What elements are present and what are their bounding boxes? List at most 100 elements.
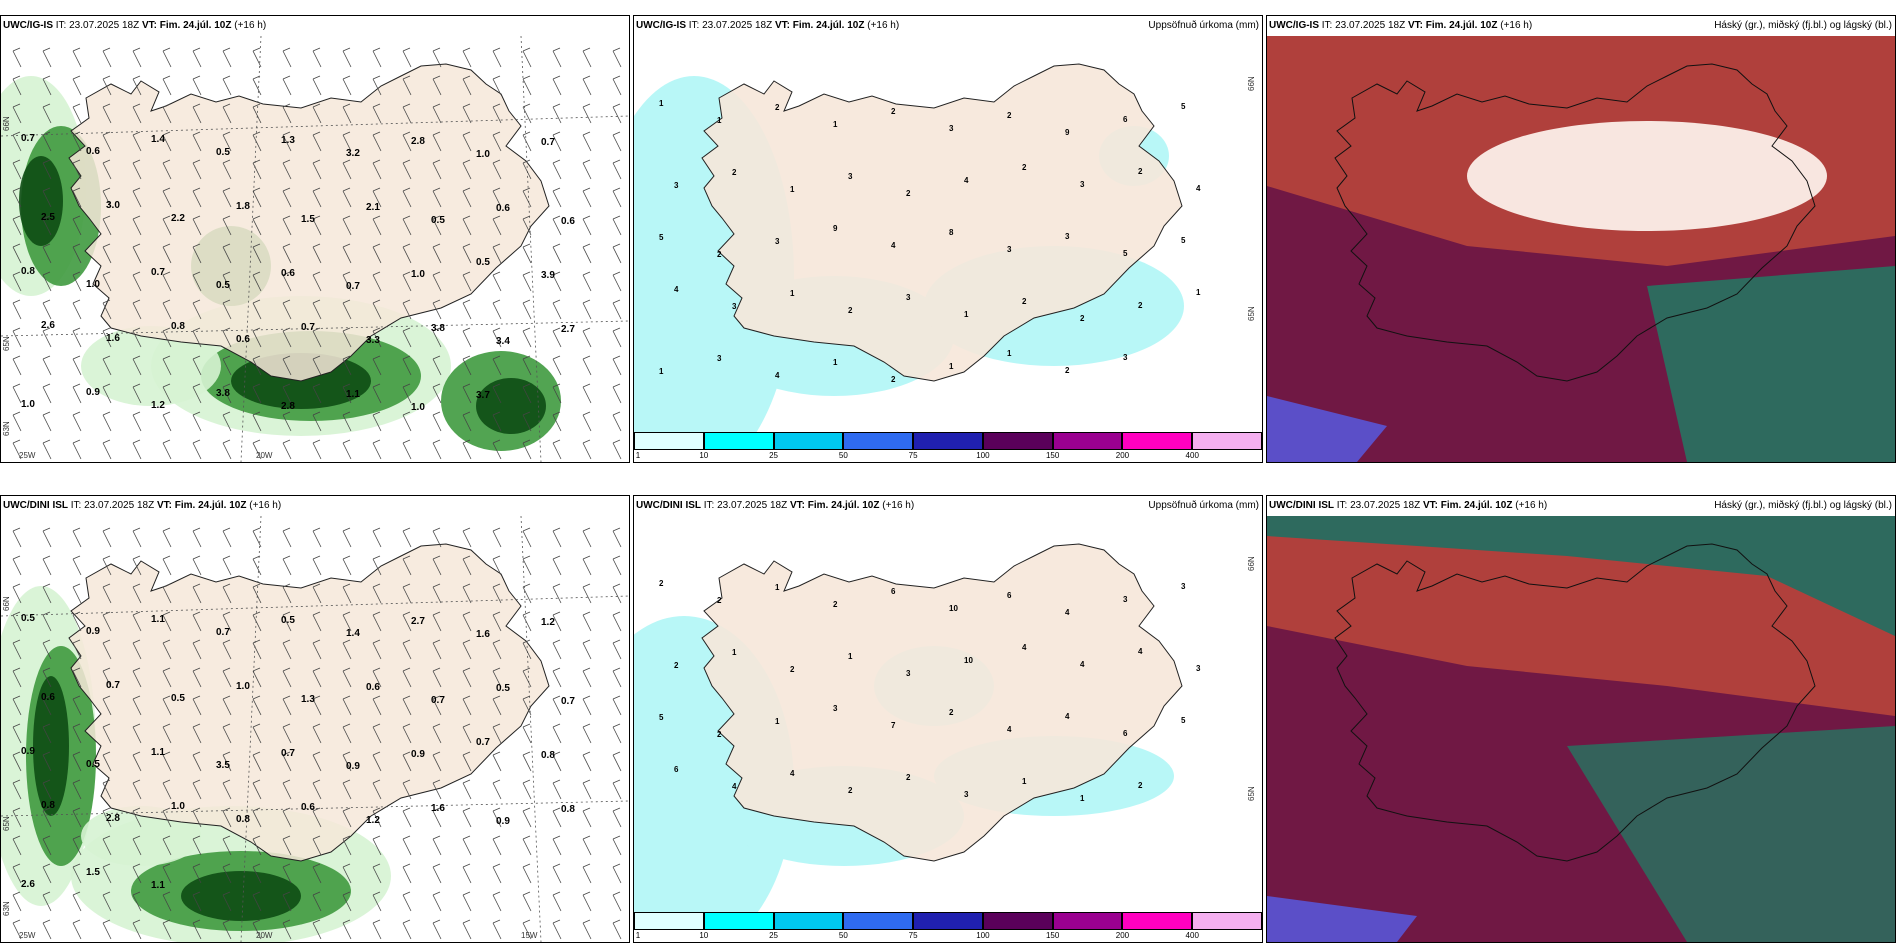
wind-barb: [522, 639, 532, 660]
wind-barb: [162, 611, 172, 632]
wind-barb: [372, 779, 382, 800]
wind-barb: [312, 807, 322, 828]
wind-barb: [252, 327, 262, 348]
value-label: 3: [1007, 245, 1012, 254]
low-cloud: [1267, 516, 1895, 636]
lat-label: 66N: [2, 596, 11, 611]
wind-barb: [162, 639, 172, 660]
colorbar-tick: 75: [908, 451, 918, 460]
colorbar-tick: 10: [699, 931, 709, 940]
value-label: 2: [717, 596, 722, 605]
wind-barb: [102, 835, 112, 856]
wind-barb: [312, 75, 322, 96]
value-label: 7: [891, 721, 896, 730]
colorbar-swatch: [1192, 432, 1262, 450]
wind-barb: [162, 299, 172, 320]
wind-barb: [252, 383, 262, 404]
wind-barb: [552, 75, 562, 96]
iceland-coastline: [1334, 543, 1816, 862]
wind-barb: [282, 215, 292, 236]
wind-barb: [42, 751, 52, 772]
wind-barb: [432, 863, 442, 884]
wind-barb: [582, 835, 592, 856]
wind-barb: [432, 439, 442, 460]
wind-barb: [192, 807, 202, 828]
wind-barb: [12, 299, 22, 320]
value-label: 3.0: [106, 200, 120, 211]
value-label: 0.9: [496, 816, 510, 827]
value-label: 0.6: [366, 682, 380, 693]
wind-barb: [342, 47, 352, 68]
wind-barb: [252, 243, 262, 264]
wind-barb: [42, 639, 52, 660]
map-canvas: 0.7 0.6 1.4 0.5 1.3 3.2 2.8 1.0 0.7 2.5 3.0 2.2 1.8 1…: [1, 36, 629, 462]
wind-barb: [342, 891, 352, 912]
wind-barb: [522, 355, 532, 376]
value-label: 5: [659, 713, 664, 722]
wind-barb: [612, 751, 622, 772]
wind-barb: [402, 243, 412, 264]
wind-barb: [12, 639, 22, 660]
wind-barb: [522, 723, 532, 744]
wind-barb: [192, 891, 202, 912]
value-label: 3.7: [476, 390, 490, 401]
value-label: 1: [1007, 349, 1012, 358]
wind-barb: [492, 555, 502, 576]
panel-header: UWC/DINI ISL IT: 23.07.2025 18Z VT: Fim.…: [1, 496, 629, 516]
value-label: 1: [1080, 794, 1085, 803]
value-label: 1.6: [431, 803, 445, 814]
wind-barb: [72, 131, 82, 152]
mid-cloud-blue: [1267, 896, 1417, 942]
wind-barb: [72, 187, 82, 208]
panel-header: UWC/IG-IS IT: 23.07.2025 18Z VT: Fim. 24…: [634, 16, 1262, 36]
value-label: 0.8: [561, 804, 575, 815]
precip-colorbar: 1 10 25 50 75 100 150 200 400: [634, 912, 1262, 942]
valid-time: Fim. 24.júl. 10Z: [159, 20, 232, 31]
value-label: 0.9: [86, 626, 100, 637]
wind-barb: [492, 751, 502, 772]
wind-barb: [582, 411, 592, 432]
wind-barb: [42, 383, 52, 404]
map-canvas: [1267, 36, 1895, 462]
wind-barb: [492, 919, 502, 940]
wind-barb: [522, 779, 532, 800]
value-label: 0.7: [21, 133, 35, 144]
wind-barb: [252, 103, 262, 124]
wind-barb: [402, 779, 412, 800]
value-label: 1: [732, 648, 737, 657]
cloud-panel-row2: UWC/DINI ISL IT: 23.07.2025 18Z VT: Fim.…: [1266, 495, 1896, 943]
wind-barb: [552, 527, 562, 548]
value-label: 0.6: [86, 146, 100, 157]
graticule-line: [520, 36, 542, 462]
wind-barb: [162, 807, 172, 828]
lead-time: (+16 h): [1500, 20, 1533, 31]
wind-barb: [222, 383, 232, 404]
wind-barb: [282, 439, 292, 460]
value-label: 4: [1080, 660, 1085, 669]
wind-barb: [402, 695, 412, 716]
value-label: 1.0: [236, 681, 250, 692]
wind-barb: [132, 355, 142, 376]
colorbar-swatch: [1192, 912, 1262, 930]
wind-barb: [162, 439, 172, 460]
precip-map: 2 2 1 2 6 10 6 4 3 3 2 1 2 1 3 10 4 4 4 3 5 2 1 3 7 2 4 4 6 5 6 4 4 2 2 3 1 1…: [634, 516, 1262, 912]
wind-barb: [282, 667, 292, 688]
wind-barb: [252, 891, 262, 912]
wind-barb: [462, 243, 472, 264]
colorbar-tick: 150: [1045, 451, 1060, 460]
wind-barb: [552, 383, 562, 404]
wind-barb: [252, 779, 262, 800]
wind-barb: [522, 555, 532, 576]
wind-barb: [432, 75, 442, 96]
wind-barb: [492, 187, 502, 208]
colorbar-tick: 1: [635, 931, 641, 940]
lat-label: 65N: [2, 336, 11, 351]
wind-barb: [72, 47, 82, 68]
wind-barb: [312, 863, 322, 884]
colorbar-swatch: [843, 432, 914, 450]
map-canvas: 2 2 1 2 6 10 6 4 3 3 2 1 2 1 3 10 4 4 4 3 5 2 1 3 7 2 4 4 6 5 6 4 4 2 2 3 1 1…: [634, 516, 1262, 912]
value-label: 1.2: [151, 400, 165, 411]
wind-barb: [252, 723, 262, 744]
wind-barb: [162, 159, 172, 180]
precip-area: [476, 378, 546, 434]
